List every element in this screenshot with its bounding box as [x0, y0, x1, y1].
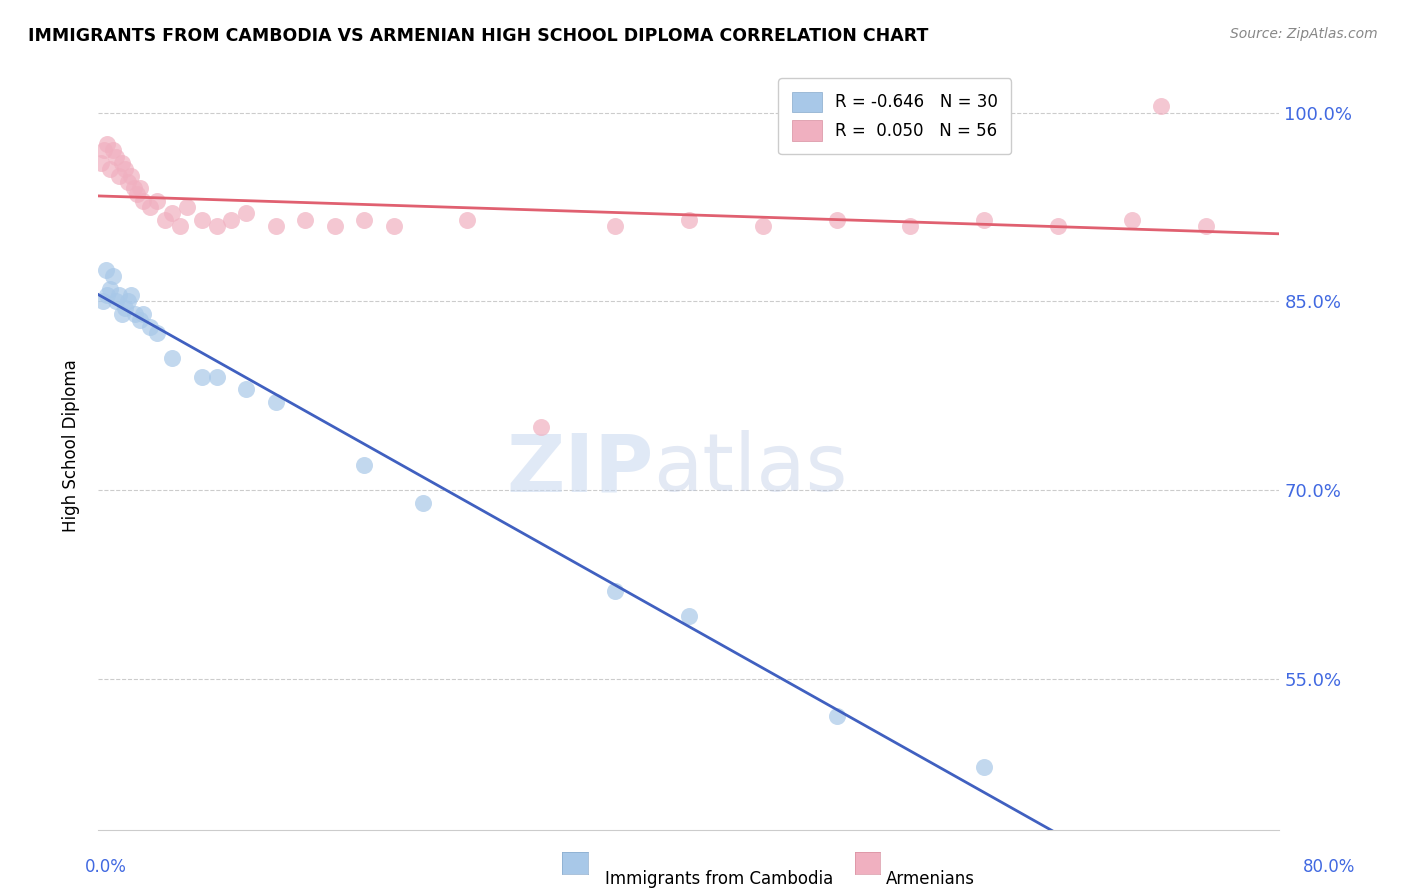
Point	[128, 313, 150, 327]
Point	[120, 288, 142, 302]
Point	[122, 181, 145, 195]
Point	[93, 144, 115, 158]
Point	[382, 219, 405, 233]
Point	[235, 206, 257, 220]
Text: 0.0%: 0.0%	[84, 858, 127, 876]
Point	[205, 219, 228, 233]
Point	[1195, 219, 1218, 233]
Point	[973, 212, 995, 227]
Point	[457, 212, 479, 227]
Point	[973, 760, 995, 774]
Point	[264, 219, 287, 233]
Text: atlas: atlas	[654, 430, 848, 508]
Point	[124, 307, 146, 321]
Text: Armenians: Armenians	[886, 870, 974, 888]
Text: Immigrants from Cambodia: Immigrants from Cambodia	[605, 870, 832, 888]
Point	[353, 212, 375, 227]
Point	[146, 194, 169, 208]
Point	[103, 269, 125, 284]
Point	[96, 137, 118, 152]
Text: ZIP: ZIP	[506, 430, 654, 508]
Text: IMMIGRANTS FROM CAMBODIA VS ARMENIAN HIGH SCHOOL DIPLOMA CORRELATION CHART: IMMIGRANTS FROM CAMBODIA VS ARMENIAN HIG…	[28, 27, 928, 45]
Point	[111, 156, 134, 170]
Point	[678, 608, 700, 623]
Point	[191, 212, 214, 227]
Point	[117, 294, 139, 309]
Point	[412, 495, 434, 509]
Point	[1121, 212, 1143, 227]
Point	[114, 301, 136, 315]
Point	[108, 169, 131, 183]
Point	[678, 212, 700, 227]
Point	[108, 288, 131, 302]
Point	[94, 263, 117, 277]
Point	[128, 181, 150, 195]
Point	[117, 175, 139, 189]
Point	[139, 200, 162, 214]
Point	[221, 212, 243, 227]
Point	[605, 219, 627, 233]
Text: 80.0%: 80.0%	[1302, 858, 1355, 876]
Point	[1150, 99, 1173, 113]
Point	[162, 206, 183, 220]
Point	[139, 319, 162, 334]
Point	[169, 219, 191, 233]
Point	[132, 194, 155, 208]
Point	[264, 395, 287, 409]
Point	[825, 212, 848, 227]
Point	[235, 383, 257, 397]
Point	[114, 162, 136, 177]
Text: Source: ZipAtlas.com: Source: ZipAtlas.com	[1230, 27, 1378, 41]
Point	[205, 369, 228, 384]
Point	[162, 351, 183, 365]
Point	[176, 200, 198, 214]
Legend: R = -0.646   N = 30, R =  0.050   N = 56: R = -0.646 N = 30, R = 0.050 N = 56	[779, 78, 1011, 154]
Point	[132, 307, 155, 321]
Y-axis label: High School Diploma: High School Diploma	[62, 359, 80, 533]
Point	[605, 583, 627, 598]
Point	[900, 219, 922, 233]
Point	[146, 326, 169, 340]
Point	[91, 294, 114, 309]
Point	[323, 219, 346, 233]
Point	[825, 709, 848, 723]
Point	[90, 156, 112, 170]
Point	[191, 369, 214, 384]
Point	[105, 294, 128, 309]
Point	[294, 212, 316, 227]
Point	[105, 150, 128, 164]
Point	[98, 282, 121, 296]
Point	[153, 212, 176, 227]
Point	[120, 169, 142, 183]
Point	[1047, 219, 1070, 233]
Point	[96, 288, 118, 302]
Point	[103, 144, 125, 158]
Point	[98, 162, 121, 177]
Point	[530, 420, 553, 434]
Point	[111, 307, 134, 321]
Point	[752, 219, 775, 233]
Point	[125, 187, 148, 202]
Point	[353, 458, 375, 472]
